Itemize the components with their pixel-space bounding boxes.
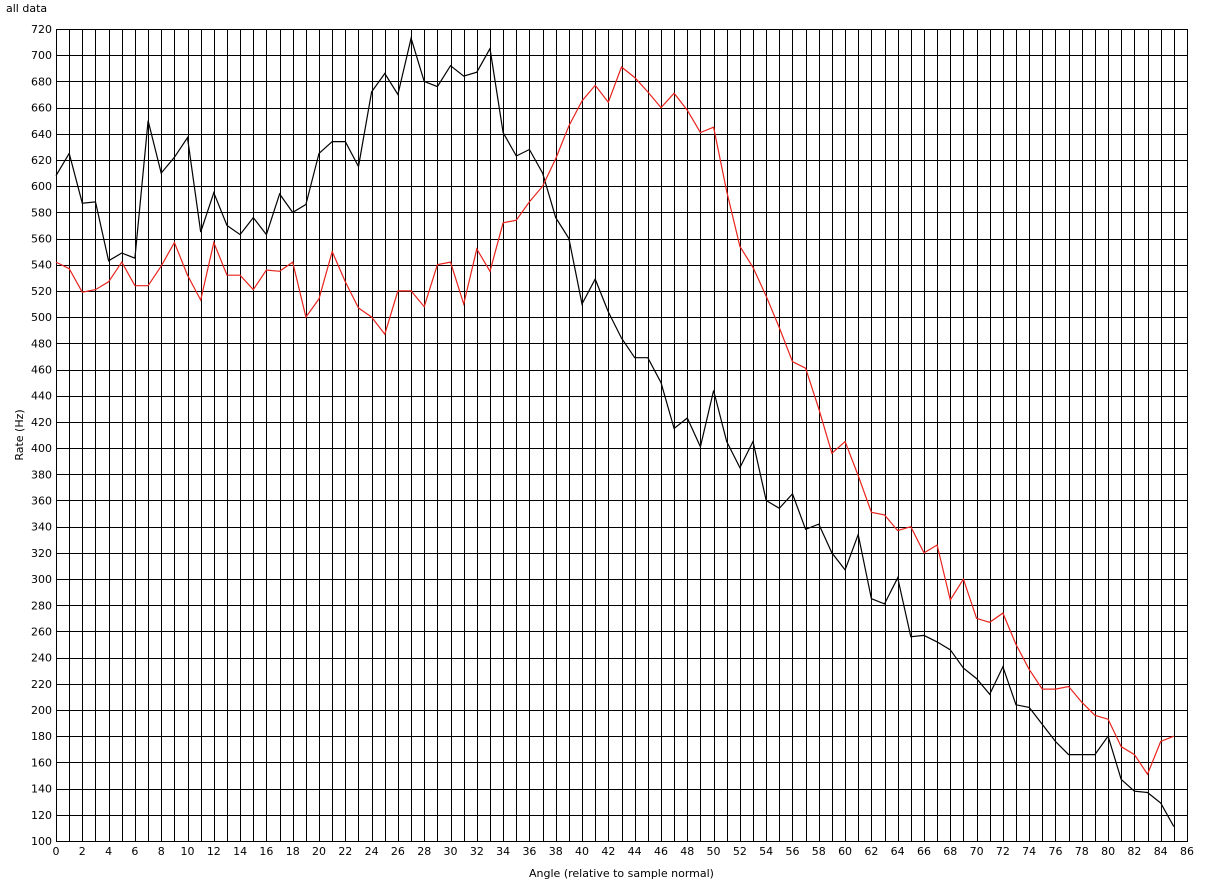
x-tick-label: 50	[707, 845, 721, 858]
y-tick-label: 100	[31, 835, 52, 848]
x-tick-label: 40	[575, 845, 589, 858]
x-tick-label: 56	[785, 845, 799, 858]
y-tick-label: 380	[31, 468, 52, 481]
y-axis-label: Rate (Hz)	[13, 409, 26, 460]
x-tick-label: 48	[680, 845, 694, 858]
x-tick-label: 46	[654, 845, 668, 858]
x-tick-label: 70	[970, 845, 984, 858]
plot-frame	[56, 29, 1188, 842]
x-tick-label: 16	[259, 845, 273, 858]
x-tick-label: 0	[53, 845, 60, 858]
x-tick-label: 26	[391, 845, 405, 858]
y-tick-label: 200	[31, 704, 52, 717]
x-tick-label: 52	[733, 845, 747, 858]
y-tick-label: 620	[31, 154, 52, 167]
y-tick-label: 180	[31, 730, 52, 743]
x-tick-label: 28	[417, 845, 431, 858]
x-tick-label: 22	[338, 845, 352, 858]
x-tick-label: 32	[470, 845, 484, 858]
x-tick-label: 68	[943, 845, 957, 858]
x-tick-label: 14	[233, 845, 247, 858]
x-tick-label: 24	[365, 845, 379, 858]
y-tick-label: 480	[31, 337, 52, 350]
x-tick-label: 8	[158, 845, 165, 858]
x-tick-label: 10	[181, 845, 195, 858]
x-tick-label: 80	[1101, 845, 1115, 858]
y-tick-label: 220	[31, 678, 52, 691]
x-tick-label: 60	[838, 845, 852, 858]
x-tick-label: 12	[207, 845, 221, 858]
x-tick-label: 2	[79, 845, 86, 858]
x-tick-label: 54	[759, 845, 773, 858]
y-tick-label: 520	[31, 285, 52, 298]
x-tick-label: 4	[105, 845, 112, 858]
x-tick-label: 64	[891, 845, 905, 858]
y-tick-label: 120	[31, 809, 52, 822]
x-tick-label: 42	[601, 845, 615, 858]
y-tick-label: 460	[31, 364, 52, 377]
x-tick-label: 58	[812, 845, 826, 858]
x-tick-label: 78	[1075, 845, 1089, 858]
series-line-1	[55, 35, 1175, 827]
y-tick-label: 500	[31, 311, 52, 324]
y-tick-label: 440	[31, 390, 52, 403]
x-tick-label: 62	[864, 845, 878, 858]
y-tick-label: 400	[31, 442, 52, 455]
y-tick-label: 340	[31, 521, 52, 534]
y-tick-label: 540	[31, 259, 52, 272]
y-tick-label: 720	[31, 23, 52, 36]
chart-title: all data	[6, 2, 48, 15]
y-tick-label: 420	[31, 416, 52, 429]
y-tick-label: 600	[31, 180, 52, 193]
x-tick-label: 6	[131, 845, 138, 858]
y-tick-label: 160	[31, 756, 52, 769]
y-tick-label: 240	[31, 652, 52, 665]
x-tick-label: 74	[1022, 845, 1036, 858]
x-tick-label: 44	[628, 845, 642, 858]
x-tick-label: 38	[549, 845, 563, 858]
x-tick-label: 82	[1127, 845, 1141, 858]
y-tick-label: 560	[31, 233, 52, 246]
y-tick-label: 140	[31, 783, 52, 796]
x-tick-label: 72	[996, 845, 1010, 858]
x-tick-label: 76	[1048, 845, 1062, 858]
y-tick-label: 660	[31, 102, 52, 115]
x-tick-label: 20	[312, 845, 326, 858]
y-tick-label: 280	[31, 599, 52, 612]
x-tick-label: 36	[522, 845, 536, 858]
x-tick-label: 66	[917, 845, 931, 858]
y-tick-label: 260	[31, 625, 52, 638]
plot-area	[56, 29, 1187, 841]
y-tick-label: 300	[31, 573, 52, 586]
x-tick-label: 18	[286, 845, 300, 858]
y-tick-label: 320	[31, 547, 52, 560]
y-tick-label: 700	[31, 49, 52, 62]
y-tick-label: 580	[31, 206, 52, 219]
y-tick-label: 360	[31, 494, 52, 507]
y-tick-label: 640	[31, 128, 52, 141]
x-axis-label: Angle (relative to sample normal)	[529, 867, 714, 880]
x-tick-label: 30	[444, 845, 458, 858]
x-tick-label: 34	[496, 845, 510, 858]
series-line-2	[55, 66, 1175, 776]
x-tick-label: 84	[1154, 845, 1168, 858]
y-tick-label: 680	[31, 75, 52, 88]
x-tick-label: 86	[1180, 845, 1194, 858]
